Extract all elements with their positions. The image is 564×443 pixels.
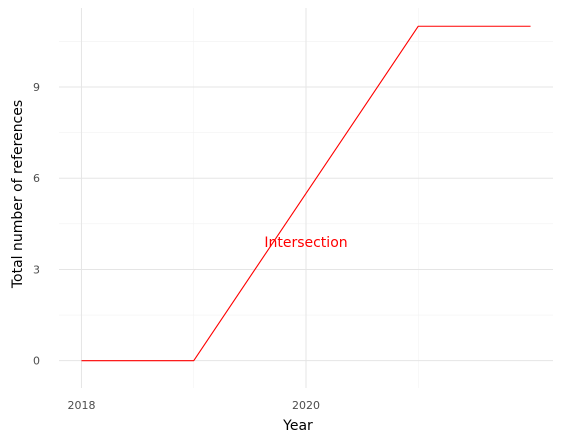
y-tick-label: 6 [33, 172, 40, 185]
y-tick-label: 9 [33, 81, 40, 94]
y-tick-label: 0 [33, 355, 40, 368]
x-tick-label: 2020 [292, 399, 320, 412]
x-tick-label: 2018 [67, 399, 95, 412]
y-tick-labels: 0 3 6 9 [33, 81, 40, 368]
x-axis-title: Year [282, 418, 313, 434]
y-tick-label: 3 [33, 263, 40, 276]
y-axis-title: Total number of references [10, 100, 26, 289]
series-layer [81, 25, 531, 362]
x-tick-labels: 2018 2020 [67, 399, 320, 412]
intersection-annotation: Intersection [264, 235, 347, 251]
series-line [81, 25, 531, 362]
major-gridlines [59, 8, 553, 388]
